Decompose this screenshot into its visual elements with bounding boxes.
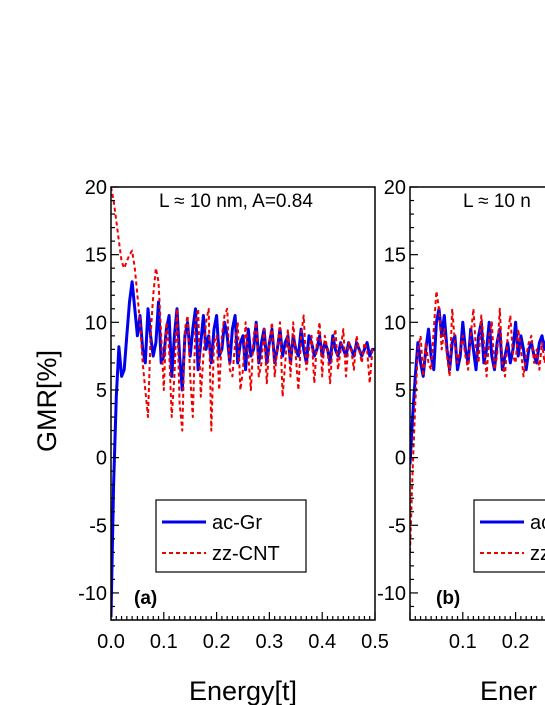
y-tick-label: 5 <box>96 380 107 402</box>
legend-box <box>155 499 307 573</box>
legend-label: zz-CNT <box>212 543 280 565</box>
annotation-a: L ≈ 10 nm, A=0.84 <box>159 191 313 212</box>
legend-box <box>473 499 545 573</box>
x-tick-label: 0.1 <box>150 631 178 653</box>
y-tick-label: 20 <box>384 177 406 199</box>
y-axis-title: GMR[%] <box>32 350 62 452</box>
y-tick-label: 5 <box>395 380 406 402</box>
x-tick-label: 0.0 <box>97 631 125 653</box>
x-tick-label: 0.1 <box>449 631 477 653</box>
y-tick-label: 10 <box>384 312 406 334</box>
panel-b: 20 15 10 5 0 -5 -10 0.1 0.2 ac zz <box>377 177 545 653</box>
x-tick-label: 0.3 <box>255 631 283 653</box>
y-tick-label: -5 <box>89 515 107 537</box>
y-tick-label: 20 <box>85 177 107 199</box>
y-tick-label: 15 <box>85 245 107 267</box>
x-tick-label: 0.4 <box>308 631 336 653</box>
x-tick-label: 0.2 <box>203 631 231 653</box>
series-line-zz <box>410 290 545 553</box>
legend-label: ac-Gr <box>212 512 262 534</box>
y-tick-label: 15 <box>384 245 406 267</box>
x-tick-label: 0.5 <box>361 631 389 653</box>
series-line-zz-cnt <box>111 187 375 432</box>
y-tick-label: -10 <box>377 583 406 605</box>
panel-a: 20 15 10 5 0 -5 -10 0.0 0.1 0.2 0.3 0.4 0.5 ac-Gr zz-C… <box>78 177 389 653</box>
y-tick-label: 0 <box>96 448 107 470</box>
legend-label: zz <box>530 543 545 565</box>
annotation-b: L ≈ 10 n <box>463 191 531 212</box>
series-line-ac <box>410 307 545 465</box>
y-tick-label: 10 <box>85 312 107 334</box>
series-line-ac-gr <box>111 280 375 618</box>
panel-label-b: (b) <box>436 588 460 609</box>
y-tick-label: -10 <box>78 583 107 605</box>
x-tick-label: 0.2 <box>502 631 530 653</box>
y-tick-label: 0 <box>395 448 406 470</box>
panel-label-a: (a) <box>134 588 157 609</box>
x-axis-title-b: Ener <box>480 676 537 705</box>
legend-label: ac <box>530 512 545 534</box>
y-tick-label: -5 <box>388 515 406 537</box>
x-axis-title-a: Energy[t] <box>189 676 297 705</box>
